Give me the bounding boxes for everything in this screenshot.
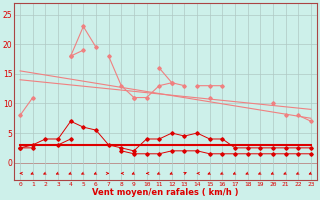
X-axis label: Vent moyen/en rafales ( km/h ): Vent moyen/en rafales ( km/h ) [92,188,239,197]
